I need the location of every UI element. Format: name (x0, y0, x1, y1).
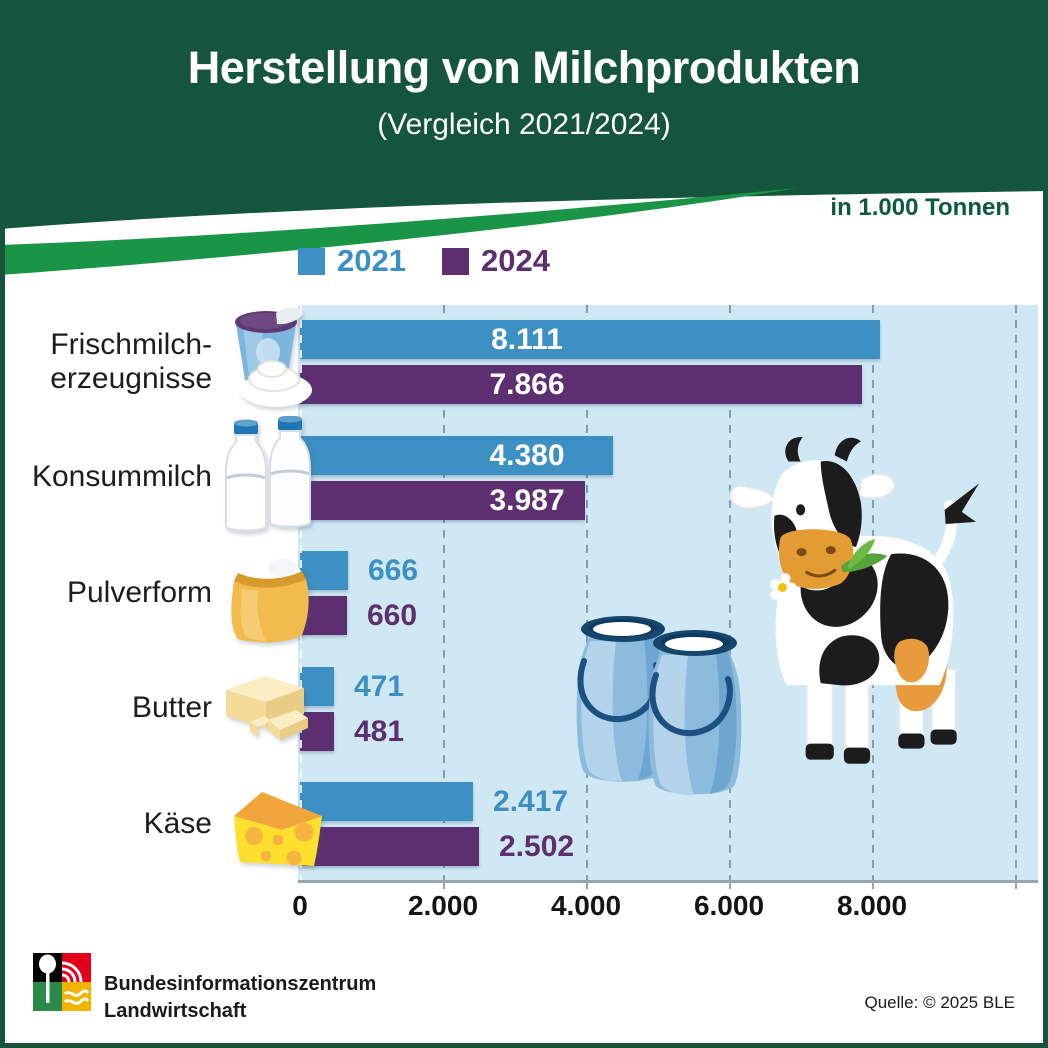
milk-cans-illustration (576, 616, 742, 796)
value-label-2021-pulverform: 666 (368, 554, 419, 587)
green-ribbon (0, 188, 798, 275)
bar-2021-frischmilcherzeugnisse (300, 320, 880, 359)
category-label-konsummilch: Konsummilch (31, 460, 212, 493)
page-subtitle: (Vergleich 2021/2024) (377, 108, 671, 141)
legend-item-2021: 2021 (298, 243, 406, 279)
unit-label: in 1.000 Tonnen (830, 194, 1010, 221)
org-name: Bundesinformationszentrum Landwirtschaft (104, 973, 377, 1022)
axis-tick-8000 (872, 883, 874, 889)
cheese-wedge-icon (234, 792, 322, 866)
milk-bottles-icon (225, 416, 311, 532)
x-axis-line (298, 880, 1038, 883)
header-swoosh (0, 0, 1048, 275)
value-label-2024-k-se: 2.502 (499, 830, 575, 863)
value-label-2021-frischmilcherzeugnisse: 8.111 (491, 323, 563, 356)
axis-tick-4000 (586, 883, 588, 889)
x-tick-label-4.000: 4.000 (550, 890, 622, 921)
header-background (0, 0, 1048, 229)
bar-2024-frischmilcherzeugnisse (300, 365, 862, 404)
category-label-butter: Butter (131, 691, 212, 724)
gridline-6000 (729, 305, 731, 882)
category-label-kaese: Käse (143, 807, 212, 840)
x-tick-label-6.000: 6.000 (693, 890, 765, 921)
gridline-4000 (586, 305, 588, 882)
daisy-flower (770, 573, 797, 602)
value-label-2024-pulverform: 660 (367, 599, 418, 632)
page-title: Herstellung von Milchprodukten (187, 42, 861, 93)
axis-tick-6000 (729, 883, 731, 889)
gridline-10000 (1015, 305, 1017, 882)
source-note: Quelle: © 2025 BLE (864, 993, 1015, 1012)
value-label-2021-k-se: 2.417 (493, 785, 569, 818)
legend-label-2021: 2021 (337, 243, 406, 278)
bar-2021-butter (300, 666, 334, 706)
category-label-frischmilcherzeugnisse: Frischmilch- erzeugnisse (50, 328, 212, 395)
axis-tick-2000 (443, 883, 445, 889)
x-tick-label-8.000: 8.000 (836, 890, 908, 921)
ble-logo (33, 953, 91, 1011)
cow-head (729, 437, 897, 602)
axis-tick-10000 (1015, 883, 1017, 889)
legend-swatch-2024 (441, 247, 469, 275)
value-label-2024-frischmilcherzeugnisse: 7.866 (489, 368, 565, 401)
value-label-2024-butter: 481 (354, 714, 405, 748)
bar-2021-pulverform (300, 551, 348, 590)
x-tick-label-2.000: 2.000 (407, 890, 479, 921)
milk-powder-bag-icon (231, 559, 309, 643)
legend-item-2024: 2024 (441, 243, 550, 279)
value-label-2021-konsummilch: 4.380 (489, 438, 565, 472)
legend-label-2024: 2024 (480, 243, 550, 278)
milk-can-right (648, 630, 742, 796)
value-label-2021-butter: 471 (354, 669, 405, 703)
gridline-2000 (443, 305, 445, 882)
bar-2021-konsummilch (300, 435, 613, 475)
value-label-2024-konsummilch: 3.987 (489, 483, 565, 517)
category-label-pulverform: Pulverform (66, 576, 212, 609)
butter-block-icon (226, 676, 308, 740)
legend: 2021 2024 (298, 243, 550, 279)
bar-2024-k-se (300, 827, 479, 866)
yogurt-cup-icon (235, 307, 312, 407)
bar-2024-konsummilch (300, 480, 585, 520)
cow-illustration (729, 437, 979, 764)
x-tick-label-0: 0 (292, 890, 308, 921)
legend-swatch-2021 (298, 247, 325, 275)
bar-2021-k-se (300, 782, 473, 821)
